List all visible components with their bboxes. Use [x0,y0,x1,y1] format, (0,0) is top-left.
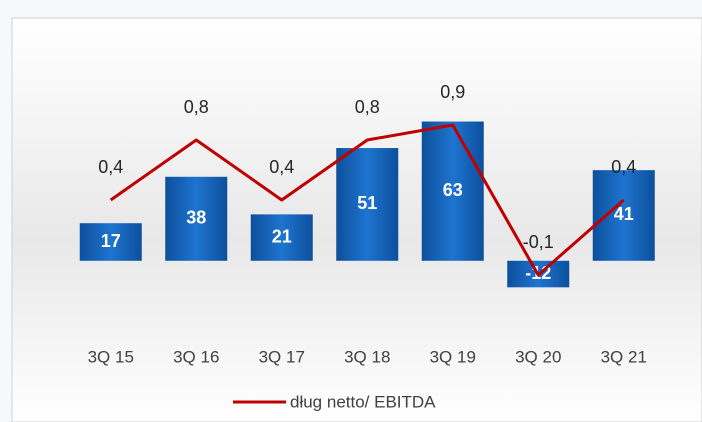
x-tick-label: 3Q 18 [344,347,390,366]
line-value-label: 0,4 [98,157,123,177]
bar [421,121,484,261]
bar-value-label: 21 [272,226,292,246]
line-value-label: -0,1 [523,232,554,252]
line-value-label: 0,8 [184,97,209,117]
line-value-label: 0,4 [269,157,294,177]
line [109,123,625,277]
legend-label: dług netto/ EBITDA [290,392,436,411]
bar-value-label: 17 [101,231,121,251]
bar [250,214,313,261]
line-value-label: 0,4 [611,157,636,177]
x-tick-label: 3Q 17 [259,347,305,366]
line-value-label: 0,9 [440,82,465,102]
bar [79,223,142,261]
bar [592,170,655,261]
x-tick-label: 3Q 19 [430,347,476,366]
bar-value-label: 38 [186,208,206,228]
bar-value-label: 41 [614,204,634,224]
x-tick-label: 3Q 21 [601,347,647,366]
bar [165,176,228,261]
line-value-label: 0,8 [355,97,380,117]
bar-value-label: 51 [357,193,377,213]
x-tick-label: 3Q 20 [515,347,561,366]
bar-value-label: 63 [443,180,463,200]
x-tick-label: 3Q 15 [88,347,134,366]
x-tick-label: 3Q 16 [173,347,219,366]
bar [336,148,399,261]
